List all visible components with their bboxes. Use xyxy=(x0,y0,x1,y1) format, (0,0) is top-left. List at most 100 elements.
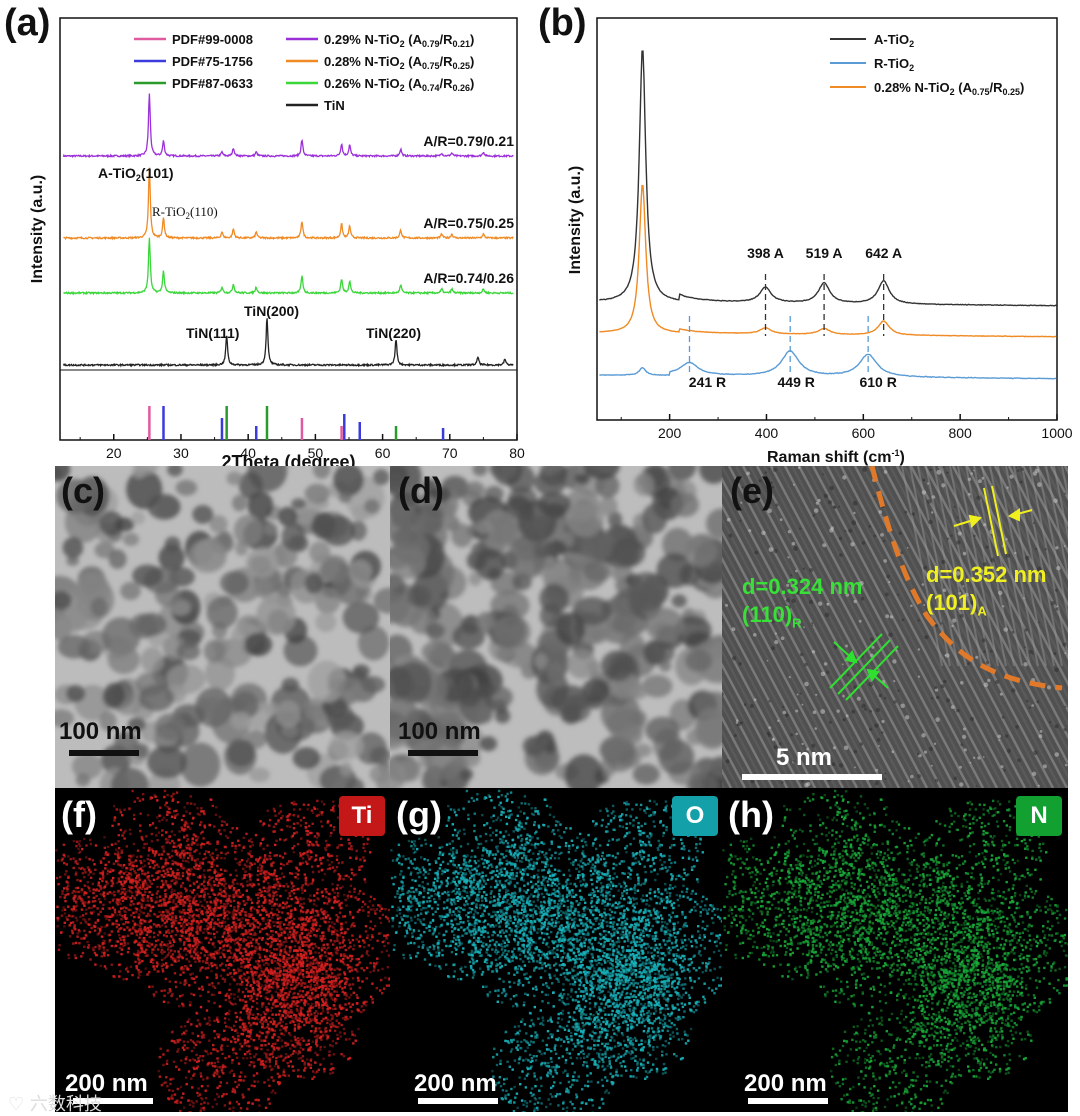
legend-label-a: PDF#75-1756 xyxy=(172,54,253,69)
element-signal-dot xyxy=(108,907,111,910)
element-signal-dot xyxy=(152,995,156,998)
element-signal-dot xyxy=(278,1021,281,1025)
element-signal-dot xyxy=(338,934,342,937)
element-signal-dot xyxy=(152,878,156,881)
element-signal-dot xyxy=(331,925,334,929)
element-signal-dot xyxy=(314,1001,318,1004)
element-signal-dot xyxy=(349,884,353,887)
lattice-fringe xyxy=(957,466,999,667)
element-signal-dot xyxy=(195,1011,198,1015)
element-signal-dot xyxy=(198,1093,202,1096)
element-signal-dot xyxy=(183,983,186,986)
element-signal-dot xyxy=(323,995,326,999)
element-signal-dot xyxy=(257,1099,260,1102)
element-signal-dot xyxy=(246,1101,250,1105)
nanoparticle xyxy=(581,782,595,788)
noise-speck xyxy=(778,742,782,746)
element-signal-dot xyxy=(104,925,107,928)
noise-speck xyxy=(1019,480,1023,484)
element-signal-dot xyxy=(266,844,269,847)
element-signal-dot xyxy=(104,853,107,856)
element-signal-dot xyxy=(313,807,316,810)
element-signal-dot xyxy=(151,893,154,896)
element-signal-dot xyxy=(269,954,272,958)
element-signal-dot xyxy=(283,980,286,984)
nanoparticle xyxy=(627,572,666,612)
element-signal-dot xyxy=(183,925,186,928)
element-signal-dot xyxy=(358,935,362,938)
x-tick-label-b: 800 xyxy=(948,425,972,441)
element-signal-dot xyxy=(129,904,133,907)
element-signal-dot xyxy=(270,943,273,946)
element-signal-dot xyxy=(313,1075,316,1079)
noise-speck xyxy=(1004,734,1009,738)
element-signal-dot xyxy=(288,813,291,816)
element-signal-dot xyxy=(117,877,120,880)
element-signal-dot xyxy=(237,988,241,991)
x-tick-label-a: 60 xyxy=(375,445,391,461)
element-signal-dot xyxy=(293,800,296,804)
element-signal-dot xyxy=(152,923,156,926)
lattice-fringe xyxy=(832,466,1006,788)
element-signal-dot xyxy=(206,1077,209,1080)
element-signal-dot xyxy=(233,1024,236,1028)
element-signal-dot xyxy=(162,934,166,937)
element-signal-dot xyxy=(162,865,165,868)
element-signal-dot xyxy=(204,936,208,939)
element-signal-dot xyxy=(313,1012,316,1015)
element-signal-dot xyxy=(253,862,256,865)
element-signal-dot xyxy=(342,1007,345,1010)
element-signal-dot xyxy=(63,855,66,858)
element-signal-dot xyxy=(135,891,138,894)
noise-speck xyxy=(889,615,894,619)
element-signal-dot xyxy=(308,843,312,847)
element-signal-dot xyxy=(254,1017,257,1020)
noise-speck xyxy=(722,692,724,696)
element-signal-dot xyxy=(249,1013,252,1016)
element-signal-dot xyxy=(142,882,145,886)
element-signal-dot xyxy=(344,898,347,902)
element-signal-dot xyxy=(280,978,284,982)
element-signal-dot xyxy=(215,952,219,955)
element-signal-dot xyxy=(103,897,107,901)
lattice-fringe xyxy=(874,466,1048,788)
element-signal-dot xyxy=(127,947,130,950)
element-signal-dot xyxy=(339,887,342,890)
element-signal-dot xyxy=(300,1020,304,1024)
nanoparticle xyxy=(641,674,673,698)
element-signal-dot xyxy=(321,981,324,984)
element-signal-dot xyxy=(304,821,308,825)
noise-speck xyxy=(936,469,942,475)
element-signal-dot xyxy=(282,875,285,879)
element-signal-dot xyxy=(256,983,259,987)
nanoparticle xyxy=(492,516,518,545)
element-signal-dot xyxy=(311,880,315,883)
element-signal-dot xyxy=(242,933,245,936)
element-signal-dot xyxy=(280,1039,283,1042)
element-signal-dot xyxy=(162,875,166,878)
panel-label-e: (e) xyxy=(730,470,774,511)
element-signal-dot xyxy=(135,964,138,968)
element-signal-dot xyxy=(285,976,288,980)
element-signal-dot xyxy=(212,1048,215,1051)
element-signal-dot xyxy=(275,1023,278,1026)
nanoparticle xyxy=(226,471,243,486)
element-signal-dot xyxy=(314,918,317,922)
noise-speck xyxy=(963,748,967,752)
element-signal-dot xyxy=(194,903,197,906)
element-signal-dot xyxy=(180,866,183,869)
element-signal-dot xyxy=(140,905,143,908)
noise-speck xyxy=(772,737,775,740)
element-signal-dot xyxy=(280,941,283,945)
element-signal-dot xyxy=(285,978,288,981)
element-signal-dot xyxy=(252,988,255,991)
element-signal-dot xyxy=(245,1026,248,1029)
element-signal-dot xyxy=(337,916,340,919)
element-signal-dot xyxy=(341,861,344,864)
element-signal-dot xyxy=(308,995,311,998)
element-signal-dot xyxy=(197,1059,200,1063)
element-signal-dot xyxy=(192,816,195,820)
element-signal-dot xyxy=(243,1041,247,1044)
element-signal-dot xyxy=(267,876,271,879)
element-signal-dot xyxy=(301,981,304,985)
